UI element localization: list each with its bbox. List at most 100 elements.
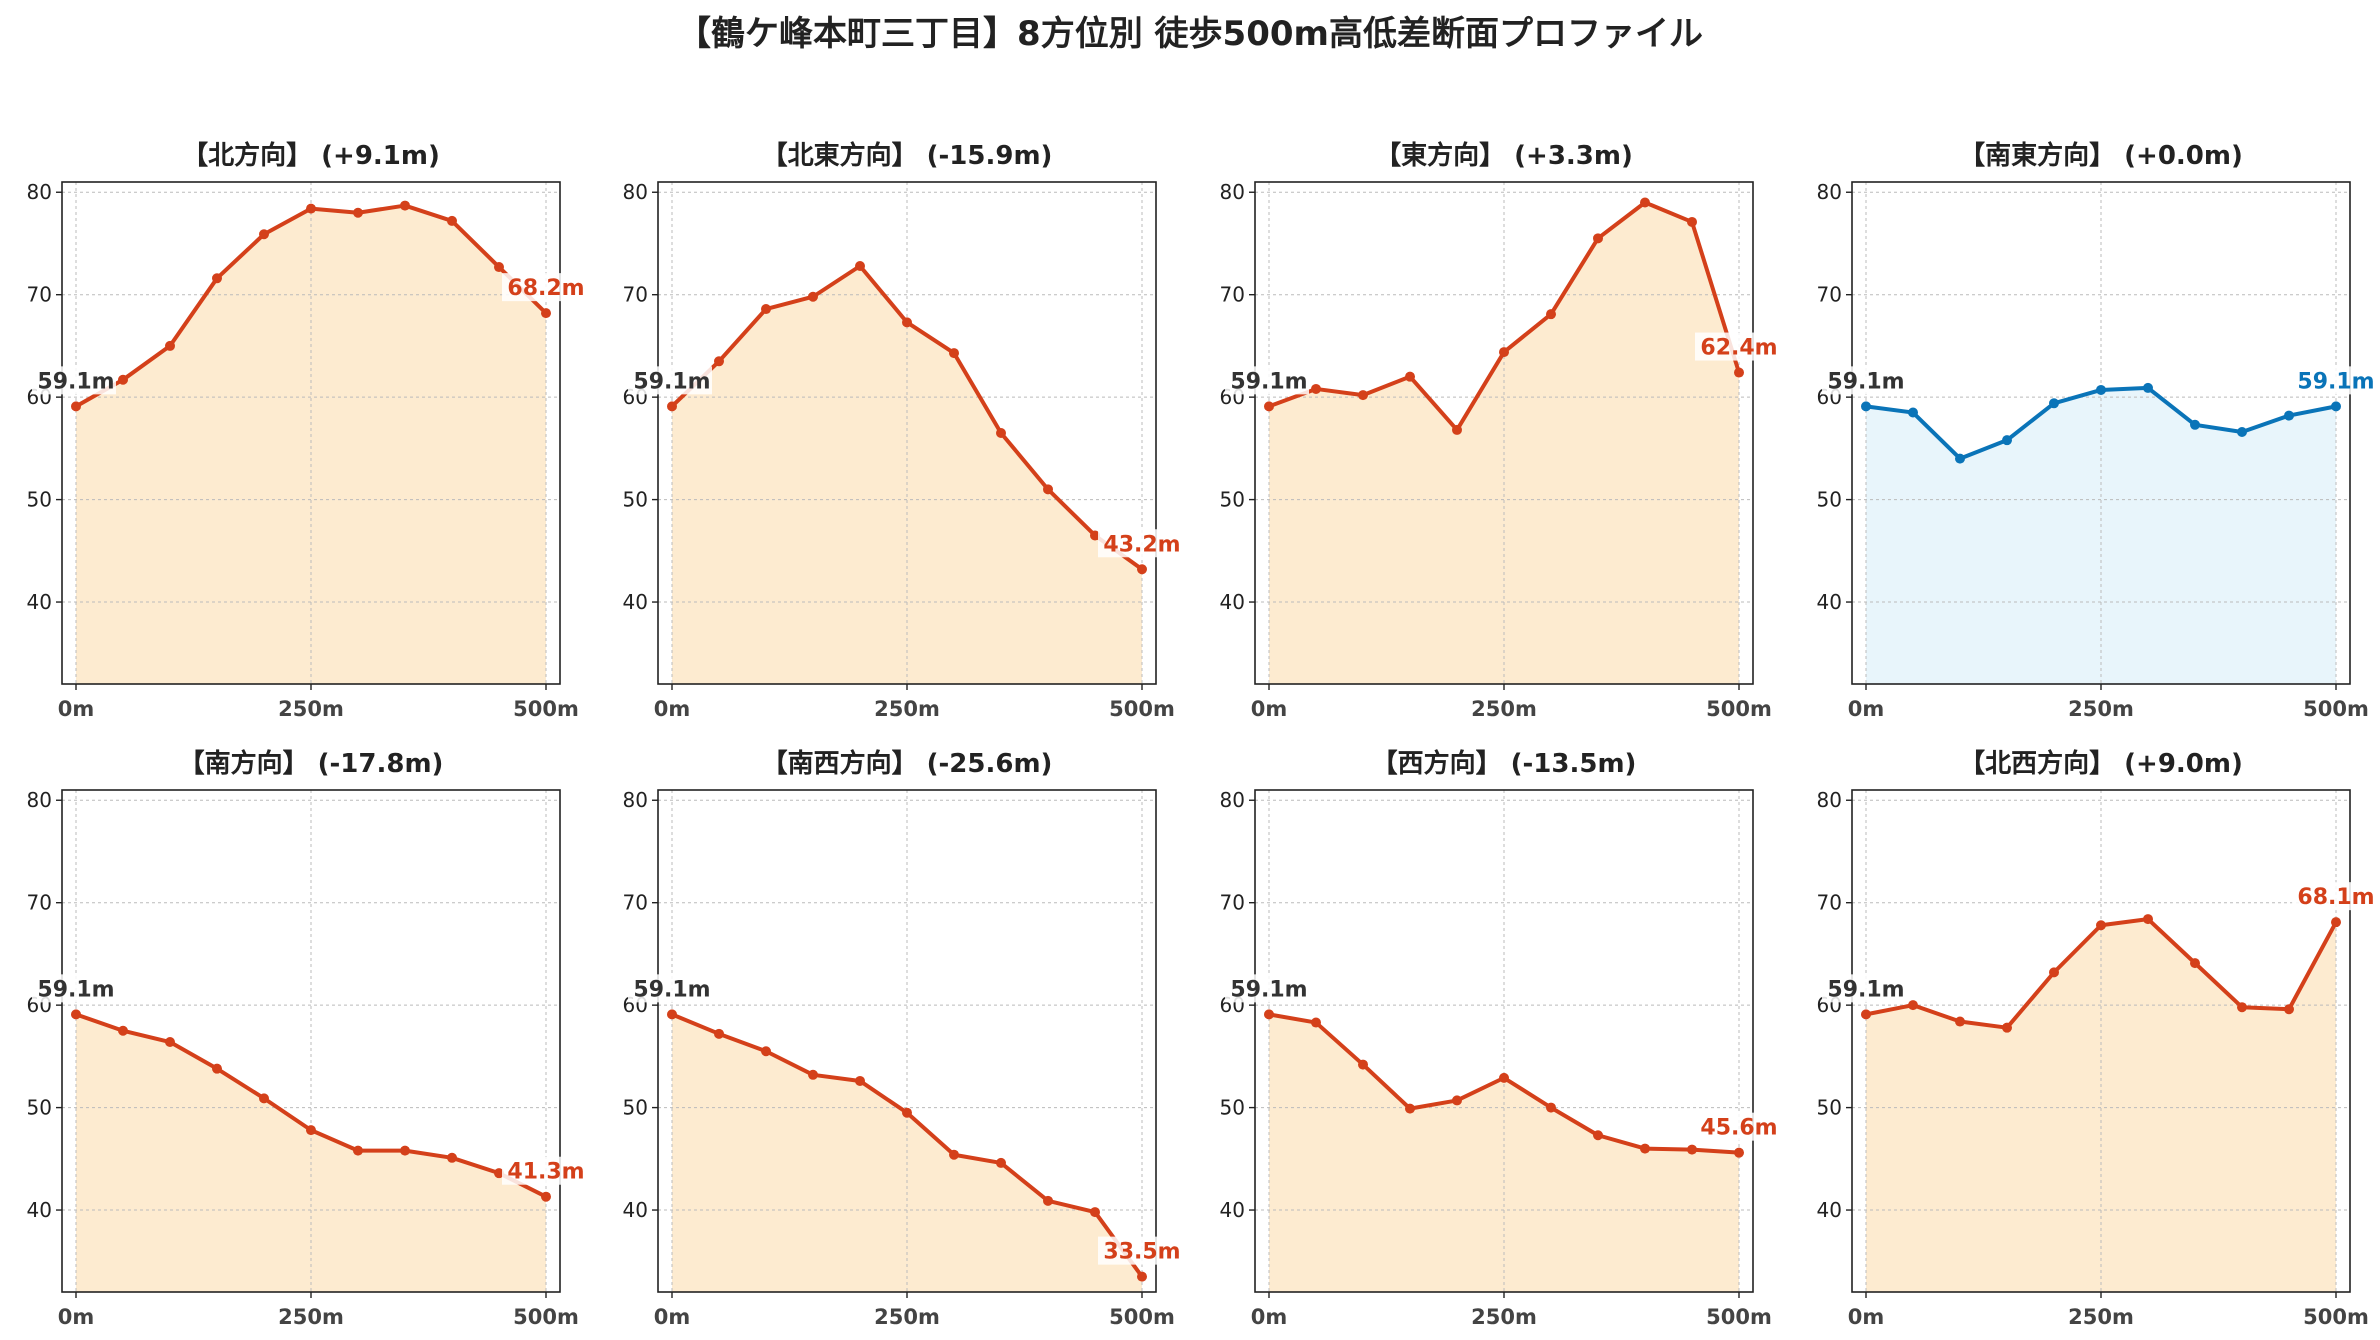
data-point [2190, 419, 2200, 430]
end-value-label: 68.1m [2297, 885, 2374, 910]
y-tick-label: 40 [1220, 1198, 1245, 1222]
data-point [1264, 401, 1274, 412]
data-point [667, 1009, 677, 1020]
end-value-label: 45.6m [1700, 1116, 1777, 1141]
y-tick-label: 50 [1817, 1096, 1842, 1120]
data-point [71, 1009, 81, 1020]
x-tick-label: 0m [1251, 697, 1288, 721]
data-point [447, 215, 457, 226]
panel-title: 【南東方向】 (+0.0m) [1959, 140, 2243, 171]
data-point [855, 261, 865, 272]
data-point [949, 1149, 959, 1160]
data-point [259, 229, 269, 240]
data-point [1734, 1147, 1744, 1158]
y-tick-label: 50 [1220, 1096, 1245, 1120]
x-tick-label: 250m [874, 1305, 940, 1329]
data-point [1955, 1016, 1965, 1027]
data-point [1687, 1144, 1697, 1155]
x-tick-label: 250m [1471, 697, 1537, 721]
data-point [71, 401, 81, 412]
data-point [808, 291, 818, 302]
data-point [996, 428, 1006, 438]
x-tick-label: 250m [874, 697, 940, 721]
data-point [2331, 917, 2341, 928]
data-point [1499, 1072, 1509, 1083]
start-label-bg [1822, 366, 1906, 395]
start-value-label: 59.1m [633, 369, 710, 394]
data-point [2237, 1002, 2247, 1013]
data-point [1546, 1102, 1556, 1113]
data-point [1640, 197, 1650, 208]
data-point [2237, 426, 2247, 437]
data-point [1861, 401, 1871, 412]
x-tick-label: 500m [513, 1305, 579, 1329]
y-tick-label: 40 [623, 590, 648, 614]
y-tick-label: 50 [623, 1096, 648, 1120]
y-tick-label: 70 [623, 891, 648, 915]
y-tick-label: 80 [623, 788, 648, 812]
panel-title: 【北東方向】 (-15.9m) [762, 140, 1053, 171]
x-tick-label: 250m [2068, 697, 2134, 721]
end-value-label: 43.2m [1103, 532, 1180, 557]
end-label-bg [2292, 882, 2380, 911]
y-tick-label: 40 [1817, 1198, 1842, 1222]
figure-title: 【鶴ケ峰本町三丁目】8方位別 徒歩500m高低差断面プロファイル [677, 14, 1703, 54]
y-tick-label: 80 [1220, 788, 1245, 812]
area-fill [672, 266, 1142, 684]
end-value-label: 59.1m [2297, 369, 2374, 394]
data-point [949, 348, 959, 359]
y-tick-label: 80 [1817, 180, 1842, 204]
end-value-label: 68.2m [507, 276, 584, 301]
y-tick-label: 80 [1817, 788, 1842, 812]
area-fill [672, 1014, 1142, 1292]
data-point [1908, 407, 1918, 418]
end-label-bg [1695, 1112, 1783, 1141]
data-point [761, 1046, 771, 1057]
end-label-bg [2292, 366, 2380, 395]
data-point [447, 1152, 457, 1163]
data-point [1137, 564, 1147, 575]
start-label-bg [32, 366, 116, 395]
start-label-bg [1225, 974, 1309, 1003]
end-label-bg [1098, 529, 1186, 558]
x-tick-label: 500m [1706, 1305, 1772, 1329]
data-point [855, 1075, 865, 1086]
panel-title: 【北西方向】 (+9.0m) [1959, 748, 2243, 779]
panel-title: 【南西方向】 (-25.6m) [762, 748, 1053, 779]
x-tick-label: 0m [654, 697, 691, 721]
data-point [808, 1069, 818, 1080]
y-tick-label: 50 [1817, 488, 1842, 512]
x-tick-label: 500m [1706, 697, 1772, 721]
data-point [2096, 384, 2106, 395]
y-tick-label: 80 [27, 180, 52, 204]
data-point [400, 1145, 410, 1156]
data-point [902, 1107, 912, 1118]
data-point [400, 200, 410, 211]
y-tick-label: 80 [27, 788, 52, 812]
y-tick-label: 70 [27, 891, 52, 915]
data-point [1090, 1207, 1100, 1218]
data-point [1955, 453, 1965, 464]
area-fill [1269, 202, 1739, 684]
x-tick-label: 500m [513, 697, 579, 721]
x-tick-label: 0m [58, 697, 95, 721]
y-tick-label: 40 [27, 1198, 52, 1222]
data-point [1358, 1059, 1368, 1070]
area-fill [1866, 919, 2336, 1292]
data-point [2190, 958, 2200, 969]
x-tick-label: 500m [2303, 1305, 2369, 1329]
start-label-bg [32, 974, 116, 1003]
y-tick-label: 70 [623, 283, 648, 307]
data-point [761, 304, 771, 315]
y-tick-label: 80 [623, 180, 648, 204]
data-point [353, 207, 363, 218]
area-fill [76, 1014, 546, 1292]
start-label-bg [628, 974, 712, 1003]
data-point [2143, 914, 2153, 925]
data-point [212, 273, 222, 284]
start-value-label: 59.1m [1827, 977, 1904, 1002]
